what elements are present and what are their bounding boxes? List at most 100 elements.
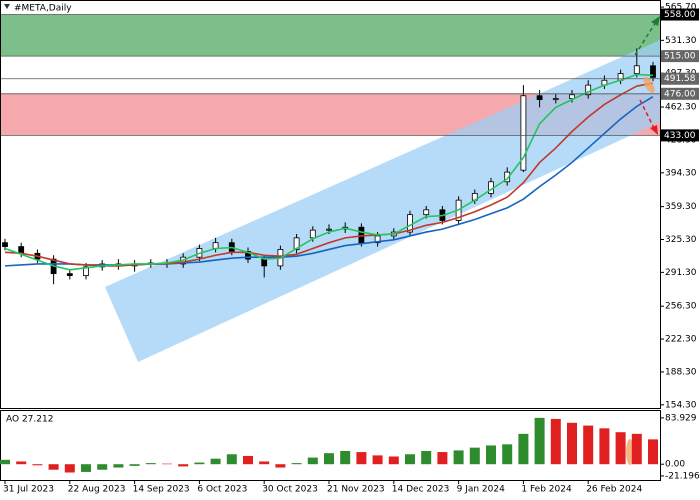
level-tag-label: 433.00	[664, 131, 696, 141]
ao-bar	[615, 432, 626, 465]
up-arrow-head	[651, 16, 660, 26]
ao-bar	[356, 452, 367, 465]
candle-body	[309, 229, 316, 239]
candle-body	[326, 228, 332, 231]
candle-body	[261, 258, 268, 267]
level-tag-label: 558.00	[664, 10, 696, 20]
x-tick-label: 6 Oct 2023	[197, 485, 247, 495]
y-tick-label: 325.30	[665, 235, 697, 245]
ao-bar	[324, 453, 334, 465]
candle-body	[83, 266, 89, 276]
y-tick-label: -21.196	[665, 471, 700, 481]
price-frame	[0, 0, 661, 409]
ao-bar	[226, 454, 237, 465]
candle-body	[423, 209, 430, 216]
candle-body	[18, 246, 25, 254]
ao-bar	[599, 428, 610, 465]
ao-bar	[16, 461, 27, 465]
ao-bar	[567, 422, 577, 465]
y-tick-label: 359.30	[665, 202, 697, 212]
ao-bar	[259, 461, 270, 465]
ao-title: AO 27.212	[6, 415, 53, 425]
y-tick-label: 291.30	[665, 268, 697, 278]
candle-body	[585, 84, 592, 96]
candle-body	[569, 94, 575, 100]
chart-title: #META,Daily	[14, 4, 72, 14]
x-tick-label: 31 Jul 2023	[3, 485, 54, 495]
candle-body	[536, 95, 543, 101]
level-tag-label: 491.58	[664, 74, 696, 84]
ao-bar	[97, 464, 108, 470]
x-tick-label: 26 Feb 2024	[586, 485, 642, 495]
ao-bar	[421, 450, 432, 465]
ao-bar	[194, 462, 205, 465]
y-tick-label: 565.70	[665, 3, 697, 13]
level-tag	[661, 50, 699, 63]
x-tick-label: 14 Dec 2023	[392, 485, 450, 495]
ao-bar	[453, 450, 464, 465]
x-tick-label: 21 Nov 2023	[327, 485, 385, 495]
price-panel	[1, 14, 660, 285]
down-arrow	[639, 99, 655, 129]
candle-body	[504, 171, 511, 183]
x-tick-label: 14 Sep 2023	[133, 485, 190, 495]
ao-bar	[275, 464, 286, 468]
ao-bar	[372, 455, 383, 465]
x-tick-label: 30 Oct 2023	[262, 485, 318, 495]
candle-body	[293, 237, 300, 250]
ao-bar	[48, 464, 59, 470]
candle-body	[66, 273, 73, 276]
y-tick-label: 154.30	[665, 400, 697, 410]
y-tick-label: 0.00	[665, 460, 685, 470]
candle-body	[633, 65, 640, 74]
candle-body	[358, 226, 365, 244]
y-tick-label: 83.929	[665, 413, 697, 423]
ao-bar	[0, 459, 10, 465]
ao-bar	[550, 418, 561, 465]
ao-bar	[81, 464, 91, 472]
candle-body	[245, 250, 251, 260]
ao-bar	[162, 463, 172, 465]
y-tick-label: 394.30	[665, 168, 697, 178]
y-tick-label: 531.30	[665, 36, 697, 46]
y-tick-label: 222.30	[665, 335, 697, 345]
ao-bar	[307, 457, 318, 465]
ao-bar	[648, 439, 658, 465]
ao-bar	[145, 463, 156, 465]
symbol-icon	[4, 4, 10, 9]
level-tag	[661, 129, 699, 142]
level-tag	[661, 72, 699, 85]
ao-bar	[243, 455, 253, 465]
ao-bar	[502, 444, 513, 465]
candle-body	[2, 242, 8, 247]
ao-bar	[469, 447, 480, 465]
ao-frame	[0, 410, 661, 481]
candle-body	[374, 235, 381, 244]
ao-bar	[64, 464, 75, 473]
ao-bar	[113, 464, 124, 468]
ao-bar	[437, 452, 448, 465]
level-tag	[661, 8, 699, 21]
highlight	[643, 76, 655, 94]
ao-bar	[583, 425, 594, 465]
down-arrow-head	[650, 125, 658, 135]
ao-bar	[631, 433, 642, 465]
x-tick-label: 1 Feb 2024	[521, 485, 572, 495]
x-tick-label: 9 Jan 2024	[457, 485, 505, 495]
ao-bar	[129, 464, 140, 466]
level-tag-label: 476.00	[664, 89, 696, 99]
y-tick-label: 462.30	[665, 103, 697, 113]
ao-bar	[405, 454, 415, 465]
y-tick-label: 256.30	[665, 302, 697, 312]
x-tick-label: 22 Aug 2023	[68, 485, 126, 495]
ao-bar	[32, 464, 43, 466]
ao-bar	[291, 463, 302, 465]
candle-body	[650, 65, 656, 78]
ao-bar	[518, 433, 529, 465]
ao-bar	[388, 456, 399, 465]
candle-body	[520, 95, 527, 171]
ao-bar	[534, 417, 545, 465]
level-tag	[661, 87, 699, 100]
